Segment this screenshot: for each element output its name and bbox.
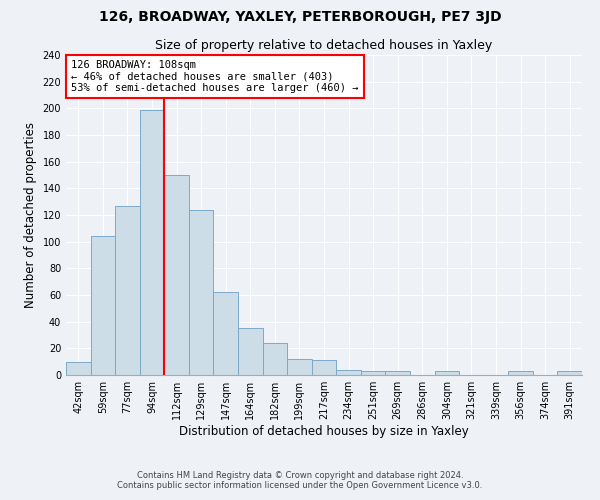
Bar bbox=[287, 359, 312, 375]
Bar bbox=[164, 175, 189, 375]
Bar bbox=[312, 360, 336, 375]
Bar bbox=[140, 110, 164, 375]
Text: 126 BROADWAY: 108sqm
← 46% of detached houses are smaller (403)
53% of semi-deta: 126 BROADWAY: 108sqm ← 46% of detached h… bbox=[71, 60, 359, 93]
Bar bbox=[91, 236, 115, 375]
Bar bbox=[385, 371, 410, 375]
Bar bbox=[361, 371, 385, 375]
Bar bbox=[115, 206, 140, 375]
Bar bbox=[189, 210, 214, 375]
Y-axis label: Number of detached properties: Number of detached properties bbox=[24, 122, 37, 308]
Bar bbox=[263, 343, 287, 375]
Title: Size of property relative to detached houses in Yaxley: Size of property relative to detached ho… bbox=[155, 40, 493, 52]
Bar bbox=[238, 328, 263, 375]
Bar bbox=[66, 362, 91, 375]
X-axis label: Distribution of detached houses by size in Yaxley: Distribution of detached houses by size … bbox=[179, 425, 469, 438]
Bar bbox=[434, 371, 459, 375]
Text: 126, BROADWAY, YAXLEY, PETERBOROUGH, PE7 3JD: 126, BROADWAY, YAXLEY, PETERBOROUGH, PE7… bbox=[98, 10, 502, 24]
Bar bbox=[508, 371, 533, 375]
Bar bbox=[336, 370, 361, 375]
Bar bbox=[557, 371, 582, 375]
Bar bbox=[214, 292, 238, 375]
Text: Contains HM Land Registry data © Crown copyright and database right 2024.
Contai: Contains HM Land Registry data © Crown c… bbox=[118, 470, 482, 490]
